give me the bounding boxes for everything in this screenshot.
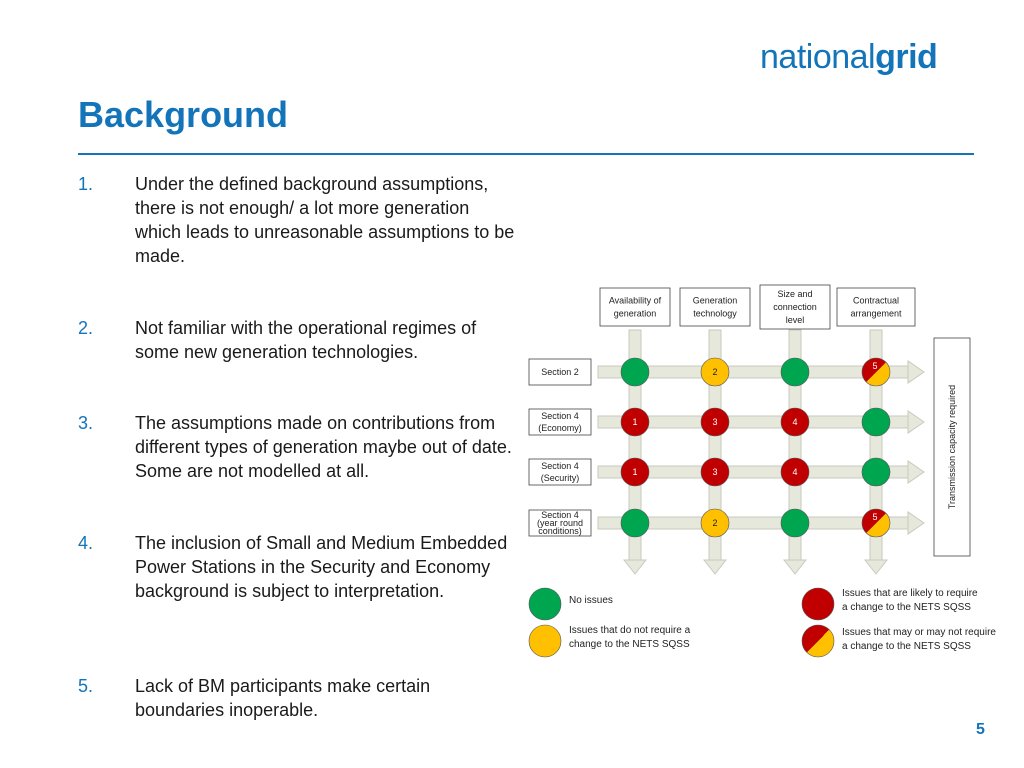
- logo-part-grid: grid: [875, 38, 938, 76]
- row-header-box: [528, 509, 592, 537]
- legend-label: Issues that are likely to require: [842, 588, 978, 599]
- legend-label: Issues that may or may not require: [842, 627, 996, 638]
- row-header-label: Section 4: [541, 510, 579, 520]
- transmission-capacity-label: Transmission capacity required: [947, 385, 957, 509]
- point-4: 4. The inclusion of Small and Medium Emb…: [78, 531, 518, 603]
- point-number: 1.: [78, 174, 94, 194]
- row-header-box: [528, 408, 592, 436]
- legend-label: change to the NETS SQSS: [569, 639, 690, 650]
- status-circle-label: 1: [632, 417, 637, 427]
- status-circle-green: [861, 457, 891, 487]
- title-divider: [78, 153, 974, 155]
- status-circle-amber: [700, 508, 730, 538]
- status-circle-label: 4: [792, 417, 797, 427]
- status-circle-green: [780, 357, 810, 387]
- column-header-label: Generation: [693, 296, 738, 306]
- status-circle-label: 2: [712, 367, 717, 377]
- status-circle-label: 3: [712, 467, 717, 477]
- column-header-label: Size and: [777, 289, 812, 299]
- legend-label: No issues: [569, 595, 613, 606]
- status-circle-red-amber: [861, 357, 891, 387]
- column-header-label: technology: [693, 309, 737, 319]
- legend-label: a change to the NETS SQSS: [842, 602, 971, 613]
- page-number: 5: [976, 721, 985, 738]
- legend-circle-amber: [528, 624, 562, 658]
- row-header-box: [528, 358, 592, 386]
- point-2: 2. Not familiar with the operational reg…: [78, 316, 518, 364]
- point-5: 5. Lack of BM participants make certain …: [78, 674, 518, 722]
- row-header-label: Section 4: [541, 411, 579, 421]
- legend-label: Issues that do not require a: [569, 625, 691, 636]
- column-header-label: generation: [614, 309, 657, 319]
- point-text: Under the defined background assumptions…: [135, 174, 515, 266]
- point-text: Not familiar with the operational regime…: [135, 318, 477, 362]
- column-header-box: [836, 287, 916, 327]
- column-header-box: [679, 287, 751, 327]
- point-number: 4.: [78, 533, 94, 553]
- status-circle-red: [780, 407, 810, 437]
- status-circle-label: 5: [872, 512, 877, 522]
- status-circle-amber: [700, 357, 730, 387]
- status-circle-label: 2: [712, 518, 717, 528]
- vertical-arrow-head: [622, 559, 648, 575]
- status-circle-red: [620, 407, 650, 437]
- horizontal-arrow-head: [907, 360, 925, 384]
- column-header-box: [759, 284, 831, 330]
- status-circle-red-amber: [861, 508, 891, 538]
- status-circle-label: 5: [872, 361, 877, 371]
- point-number: 3.: [78, 413, 94, 433]
- column-header-label: Availability of: [609, 296, 662, 306]
- row-header-label: conditions): [538, 526, 582, 536]
- status-circle-label: 4: [792, 467, 797, 477]
- point-text: The assumptions made on contributions fr…: [135, 413, 512, 481]
- page-title: Background: [78, 94, 289, 135]
- horizontal-arrow-head: [907, 511, 925, 535]
- row-header-label: (year round: [537, 518, 583, 528]
- status-circle-green: [861, 407, 891, 437]
- status-circle-green: [620, 357, 650, 387]
- legend-circle-red-amber: [801, 624, 835, 658]
- transmission-capacity-box: [933, 337, 971, 557]
- column-header-label: arrangement: [850, 309, 902, 319]
- row-header-box: [528, 458, 592, 486]
- national-grid-logo: nationalgrid: [760, 38, 938, 77]
- legend-label: a change to the NETS SQSS: [842, 641, 971, 652]
- column-header-box: [599, 287, 671, 327]
- column-header-label: connection: [773, 302, 817, 312]
- row-header-label: (Economy): [538, 423, 582, 433]
- column-header-label: Contractual: [853, 296, 899, 306]
- legend-circle-red: [801, 587, 835, 621]
- horizontal-arrow-head: [907, 460, 925, 484]
- status-circle-red: [620, 457, 650, 487]
- point-text: The inclusion of Small and Medium Embedd…: [135, 533, 508, 601]
- status-circle-green: [780, 508, 810, 538]
- vertical-arrow-head: [702, 559, 728, 575]
- horizontal-arrow-head: [907, 410, 925, 434]
- status-circle-red: [780, 457, 810, 487]
- point-text: Lack of BM participants make certain bou…: [135, 676, 431, 720]
- status-circle-label: 3: [712, 417, 717, 427]
- row-header-label: Section 2: [541, 367, 579, 377]
- point-number: 5.: [78, 676, 94, 696]
- status-circle-green: [620, 508, 650, 538]
- point-number: 2.: [78, 318, 94, 338]
- point-3: 3. The assumptions made on contributions…: [78, 411, 518, 483]
- point-1: 1. Under the defined background assumpti…: [78, 172, 518, 268]
- status-circle-label: 1: [632, 467, 637, 477]
- vertical-arrow-head: [863, 559, 889, 575]
- row-header-label: (Security): [541, 473, 580, 483]
- row-header-label: Section 4: [541, 461, 579, 471]
- status-circle-red: [700, 457, 730, 487]
- column-header-label: level: [786, 315, 805, 325]
- logo-part-national: national: [760, 38, 876, 76]
- legend-circle-green: [528, 587, 562, 621]
- vertical-arrow-head: [782, 559, 808, 575]
- status-circle-red: [700, 407, 730, 437]
